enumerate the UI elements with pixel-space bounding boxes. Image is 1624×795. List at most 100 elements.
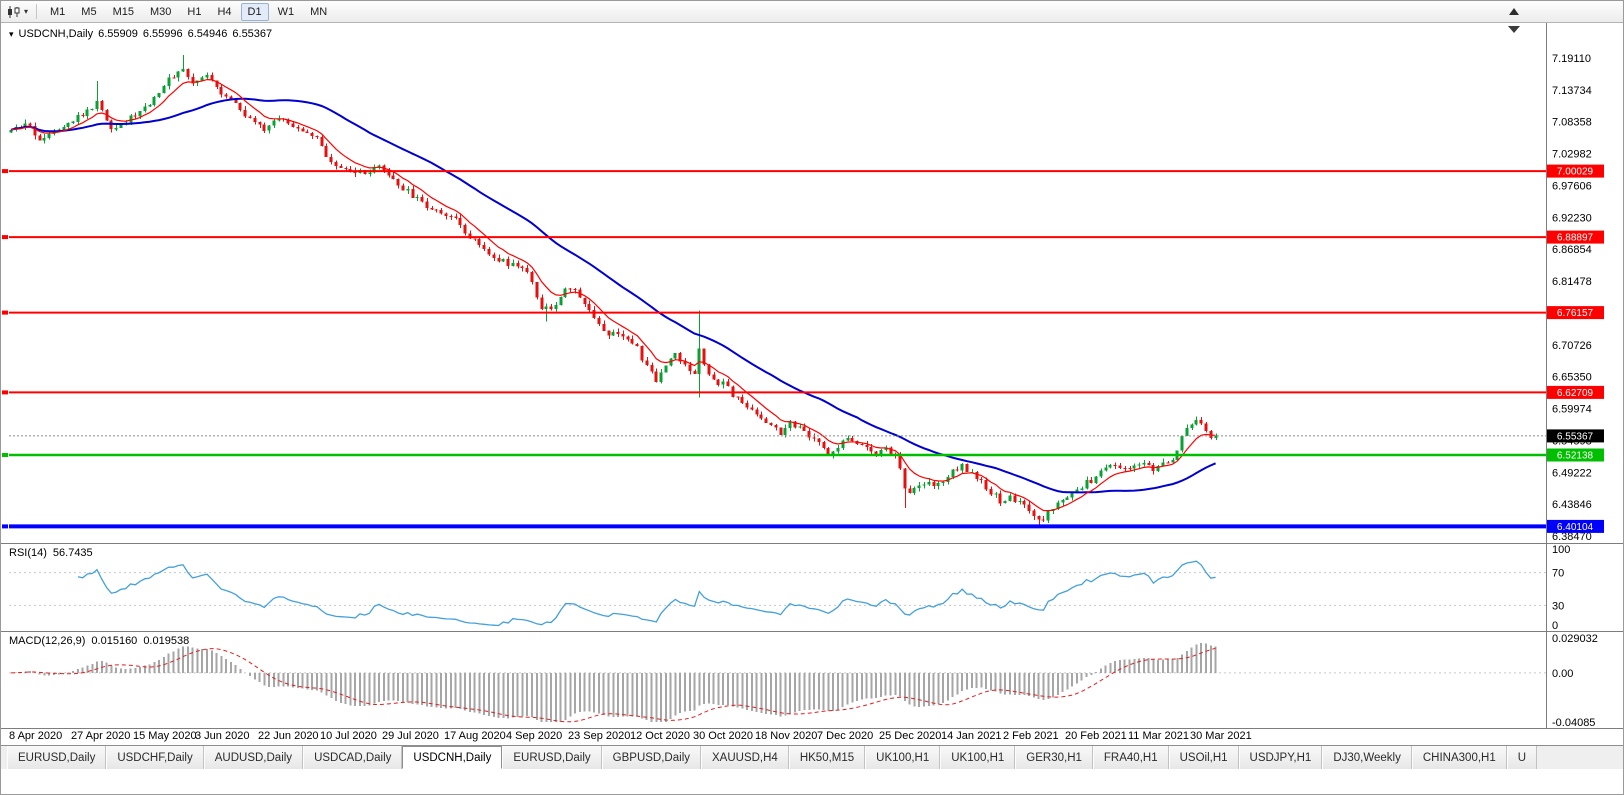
candlesticks xyxy=(9,55,1218,527)
timeframe-button-D1[interactable]: D1 xyxy=(240,2,269,21)
price-tag-6.40104: 6.40104 xyxy=(1547,519,1604,533)
timeframe-button-M15[interactable]: M15 xyxy=(112,5,134,18)
time-axis-label: 30 Mar 2021 xyxy=(1190,730,1252,742)
chart-tab-GER30,H1[interactable]: GER30,H1 xyxy=(1015,746,1093,769)
timeframe-button-MN[interactable]: MN xyxy=(310,5,328,18)
time-axis-label: 7 Dec 2020 xyxy=(817,730,874,742)
time-axis-label: 17 Aug 2020 xyxy=(444,730,506,742)
chart-tab-USOil,H1[interactable]: USOil,H1 xyxy=(1168,746,1239,769)
svg-text:6.70726: 6.70726 xyxy=(1552,340,1592,352)
macd-axis-labels: 0.029032 0.00 -0.04085 xyxy=(1552,633,1598,728)
svg-text:6.76157: 6.76157 xyxy=(1557,308,1594,319)
time-axis-label: 2 Feb 2021 xyxy=(1003,730,1059,742)
rsi-axis-labels: 100 70 30 0 xyxy=(1552,544,1570,631)
price-chart-panel[interactable]: 7.19110 7.13734 7.08358 7.02982 6.97606 6.922… xyxy=(1,23,1623,543)
chart-tab-HK50,M15[interactable]: HK50,M15 xyxy=(788,746,866,769)
time-axis-label: 30 Oct 2020 xyxy=(693,730,753,742)
macd-label: MACD(12,26,9) 0.015160 0.019538 xyxy=(9,635,195,647)
price-tag-7.00029: 7.00029 xyxy=(1547,164,1604,178)
line-left-marker xyxy=(2,524,8,529)
chart-tab-U[interactable]: U xyxy=(1506,746,1538,769)
svg-text:6.49222: 6.49222 xyxy=(1552,467,1592,479)
timeframe-button-M1[interactable]: M1 xyxy=(50,5,66,18)
time-axis-label: 4 Sep 2020 xyxy=(506,730,563,742)
chart-tab-USDCHF,Daily[interactable]: USDCHF,Daily xyxy=(106,746,204,769)
quote-close: 6.55367 xyxy=(232,28,273,40)
price-tag-6.55367: 6.55367 xyxy=(1547,429,1604,443)
chart-tab-EURUSD,Daily[interactable]: EURUSD,Daily xyxy=(502,746,602,769)
time-axis[interactable]: 8 Apr 2020 27 Apr 2020 15 May 2020 3 Jun 20… xyxy=(1,728,1623,745)
svg-text:0.029032: 0.029032 xyxy=(1552,633,1598,645)
chart-tab-USDCNH,Daily[interactable]: USDCNH,Daily xyxy=(402,746,503,769)
timeframe-button-M5[interactable]: M5 xyxy=(81,5,97,18)
line-left-marker xyxy=(2,390,8,395)
svg-text:30: 30 xyxy=(1552,600,1564,612)
toolbar-overflow-icon[interactable] xyxy=(1509,8,1519,15)
price-tag-6.88897: 6.88897 xyxy=(1547,230,1604,244)
chart-tab-GBPUSD,Daily[interactable]: GBPUSD,Daily xyxy=(601,746,701,769)
chart-tab-CHINA300,H1[interactable]: CHINA300,H1 xyxy=(1411,746,1507,769)
timeframe-toolbar: ▾ M1 M5 M15 M30 H1 H4 D1 W1 MN xyxy=(1,1,1623,23)
svg-text:6.55367: 6.55367 xyxy=(1557,431,1594,442)
svg-text:70: 70 xyxy=(1552,568,1564,580)
symbol-caret-icon: ▾ xyxy=(9,29,14,39)
time-axis-label: 3 Jun 2020 xyxy=(195,730,250,742)
chart-tab-XAUUSD,H4[interactable]: XAUUSD,H4 xyxy=(701,746,789,769)
chart-tab-FRA40,H1[interactable]: FRA40,H1 xyxy=(1092,746,1169,769)
chart-type-dropdown-icon[interactable]: ▾ xyxy=(24,7,29,16)
svg-text:7.02982: 7.02982 xyxy=(1552,149,1592,161)
chart-type-icon[interactable] xyxy=(6,5,22,19)
svg-text:6.92230: 6.92230 xyxy=(1552,212,1592,224)
chart-tab-UK100,H1[interactable]: UK100,H1 xyxy=(940,746,1016,769)
time-axis-label: 10 Jul 2020 xyxy=(320,730,377,742)
price-axis-labels: 7.19110 7.13734 7.08358 7.02982 6.97606 6.922… xyxy=(1552,53,1592,543)
svg-text:0: 0 xyxy=(1552,620,1558,631)
time-axis-label: 14 Jan 2021 xyxy=(941,730,1002,742)
timeframe-button-H4[interactable]: H4 xyxy=(217,5,232,18)
chart-tab-UK100,H1[interactable]: UK100,H1 xyxy=(865,746,941,769)
time-axis-label: 12 Oct 2020 xyxy=(630,730,690,742)
line-left-marker xyxy=(2,310,8,315)
timeframe-button-H1[interactable]: H1 xyxy=(187,5,202,18)
time-axis-label: 22 Jun 2020 xyxy=(258,730,319,742)
timeframe-button-W1[interactable]: W1 xyxy=(277,5,295,18)
quote-high: 6.55996 xyxy=(142,28,183,40)
timeframe-button-M30[interactable]: M30 xyxy=(149,5,172,18)
ma-slow-line xyxy=(10,97,1217,494)
macd-indicator-panel[interactable]: 0.029032 0.00 -0.04085 xyxy=(1,631,1623,728)
time-axis-label: 29 Jul 2020 xyxy=(382,730,439,742)
symbol-period-label: USDCNH,Daily xyxy=(18,28,94,40)
chart-tab-DJ30,Weekly[interactable]: DJ30,Weekly xyxy=(1322,746,1412,769)
time-axis-label: 8 Apr 2020 xyxy=(9,730,63,742)
rsi-indicator-panel[interactable]: 100 70 30 0 xyxy=(1,543,1623,631)
svg-text:6.38470: 6.38470 xyxy=(1552,531,1592,543)
chart-tabs: EURUSD,Daily USDCHF,Daily AUDUSD,Daily USDC… xyxy=(1,745,1623,769)
macd-signal-line xyxy=(10,647,1216,723)
toolbar-separator xyxy=(36,4,38,19)
macd-signal-value: 0.019538 xyxy=(143,635,190,647)
svg-text:6.86854: 6.86854 xyxy=(1552,244,1592,256)
chart-title: ▾ USDCNH,Daily 6.55909 6.55996 6.54946 6.5536… xyxy=(9,28,277,40)
chart-shift-marker[interactable] xyxy=(1508,26,1520,33)
svg-text:-0.04085: -0.04085 xyxy=(1552,717,1595,728)
price-tag-6.62709: 6.62709 xyxy=(1547,385,1604,399)
chart-tab-EURUSD,Daily[interactable]: EURUSD,Daily xyxy=(7,746,107,769)
rsi-label: RSI(14) 56.7435 xyxy=(9,547,99,559)
line-left-marker xyxy=(2,453,8,457)
time-axis-label: 27 Apr 2020 xyxy=(71,730,131,742)
chart-tab-USDCAD,Daily[interactable]: USDCAD,Daily xyxy=(303,746,403,769)
candlestick-chart-icon xyxy=(8,5,20,18)
time-axis-label: 11 Mar 2021 xyxy=(1128,730,1189,742)
svg-text:6.88897: 6.88897 xyxy=(1557,233,1594,244)
svg-text:7.00029: 7.00029 xyxy=(1557,167,1594,178)
quote-open: 6.55909 xyxy=(98,28,138,40)
svg-text:6.52138: 6.52138 xyxy=(1557,451,1594,462)
price-tag-6.52138: 6.52138 xyxy=(1547,448,1604,462)
quote-low: 6.54946 xyxy=(187,28,228,40)
macd-main-value: 0.015160 xyxy=(91,635,138,647)
rsi-value: 56.7435 xyxy=(52,547,93,559)
chart-tab-AUDUSD,Daily[interactable]: AUDUSD,Daily xyxy=(203,746,304,769)
rsi-name: RSI(14) xyxy=(9,547,47,559)
chart-tab-USDJPY,H1[interactable]: USDJPY,H1 xyxy=(1238,746,1323,769)
